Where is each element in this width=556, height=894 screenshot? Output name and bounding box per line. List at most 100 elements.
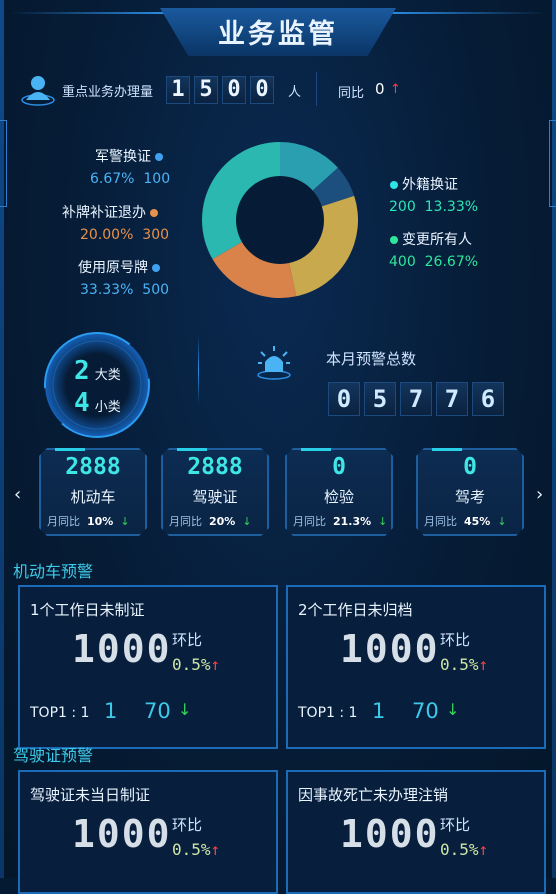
card-foot-label: 月同比 — [169, 515, 202, 528]
alarm-digit: 0 — [328, 382, 360, 416]
monthly-alarm-label: 本月预警总数 — [326, 350, 417, 368]
left-edge — [0, 0, 4, 878]
legend-label: 补牌补证退办 — [62, 205, 146, 221]
card-foot-label: 月同比 — [424, 515, 457, 528]
card-foot-value: 10% — [87, 515, 114, 528]
ring-divider — [198, 335, 199, 405]
legend-value: 300 — [142, 227, 170, 243]
card-exam[interactable]: 0 驾考 月同比 45% ↓ — [416, 448, 524, 536]
legend-dot — [152, 264, 160, 272]
card-accent — [55, 448, 85, 451]
panel-top-label: TOP1 : 1 — [298, 705, 358, 721]
title-banner: 业务监管 — [10, 0, 546, 58]
legend-percent: 33.33% — [80, 282, 134, 298]
card-footer: 月同比 10% ↓ — [47, 513, 130, 529]
legend-values: 6.67% 100 — [90, 171, 170, 187]
right-notch — [549, 120, 556, 207]
yoy-label: 同比 — [338, 86, 365, 101]
user-icon — [21, 76, 55, 106]
legend-value: 200 — [389, 199, 416, 215]
card-value: 0 — [332, 454, 346, 480]
chevron-left-icon[interactable]: ‹ — [14, 484, 22, 505]
card-foot-value: 20% — [209, 515, 236, 528]
panel-value: 1000 — [340, 627, 440, 671]
key-business-label: 重点业务办理量 — [62, 85, 154, 100]
legend-values: 400 26.67% — [389, 254, 478, 270]
legend-label: 使用原号牌 — [78, 260, 148, 276]
category-ring — [44, 332, 150, 438]
panel-title: 因事故死亡未办理注销 — [298, 786, 449, 804]
panel-mom-label: 环比 — [440, 631, 471, 649]
warning-panel[interactable]: 1个工作日未制证 1000 环比 0.5%↑ TOP1 : 1 1 70 ↓ — [18, 585, 278, 749]
card-footer: 月同比 20% ↓ — [169, 513, 252, 529]
panel-mom: 0.5%↑ — [440, 840, 488, 859]
yoy-value: 0 — [375, 80, 385, 98]
legend-percent: 26.67% — [424, 254, 479, 270]
panel-top-v1: 1 — [372, 699, 386, 723]
panel-mom-value: 0.5% — [172, 655, 211, 674]
card-inspection[interactable]: 0 检验 月同比 21.3% ↓ — [285, 448, 393, 536]
arrow-down-icon: ↓ — [378, 515, 388, 528]
warning-panel[interactable]: 因事故死亡未办理注销 1000 环比 0.5%↑ — [286, 770, 546, 894]
card-accent — [301, 448, 331, 451]
arrow-down-icon: ↓ — [178, 700, 192, 719]
card-label: 驾驶证 — [192, 488, 238, 506]
panel-title: 驾驶证未当日制证 — [30, 786, 151, 804]
legend-label: 军警换证 — [95, 149, 151, 165]
card-accent — [432, 448, 462, 451]
panel-value: 1000 — [72, 812, 172, 856]
legend-label: 变更所有人 — [402, 232, 472, 248]
legend-item: 使用原号牌 — [78, 257, 164, 277]
legend-dot — [390, 236, 398, 244]
card-accent — [177, 448, 207, 451]
page-title: 业务监管 — [218, 19, 338, 50]
card-footer: 月同比 21.3% ↓ — [293, 513, 387, 529]
legend-dot — [390, 181, 398, 189]
arrow-up-icon: ↑ — [390, 82, 401, 97]
panel-value: 1000 — [72, 627, 172, 671]
counter-digit: 1 — [166, 76, 190, 104]
arrow-down-icon: ↓ — [446, 700, 460, 719]
panel-mom-label: 环比 — [172, 631, 203, 649]
chevron-right-icon[interactable]: › — [536, 484, 544, 505]
vehicle-warning-title: 机动车预警 — [13, 562, 94, 581]
business-donut-chart — [202, 142, 358, 298]
panel-mom-value: 0.5% — [172, 840, 211, 859]
alarm-digit: 6 — [472, 382, 504, 416]
minor-count: 4 — [74, 388, 90, 418]
card-label: 机动车 — [70, 488, 116, 506]
card-vehicle[interactable]: 2888 机动车 月同比 10% ↓ — [39, 448, 147, 536]
legend-value: 500 — [142, 282, 170, 298]
alarm-icon — [257, 346, 291, 380]
legend-values: 20.00% 300 — [80, 227, 169, 243]
arrow-down-icon: ↓ — [120, 515, 130, 528]
panel-mom-label: 环比 — [172, 816, 203, 834]
legend-item: 外籍换证 — [386, 174, 458, 194]
card-label: 驾考 — [454, 488, 485, 506]
counter-digit: 0 — [250, 76, 274, 104]
major-category: 2 大类 — [74, 356, 121, 386]
panel-title: 1个工作日未制证 — [30, 601, 145, 619]
panel-mom: 0.5%↑ — [172, 655, 220, 674]
panel-mom: 0.5%↑ — [440, 655, 488, 674]
legend-dot — [150, 209, 158, 217]
minor-category: 4 小类 — [74, 388, 121, 418]
card-foot-label: 月同比 — [293, 515, 326, 528]
legend-item: 补牌补证退办 — [62, 202, 162, 222]
card-license[interactable]: 2888 驾驶证 月同比 20% ↓ — [161, 448, 269, 536]
warning-panel[interactable]: 2个工作日未归档 1000 环比 0.5%↑ TOP1 : 1 1 70 ↓ — [286, 585, 546, 749]
counter-digit: 0 — [222, 76, 246, 104]
arrow-up-icon: ↑ — [210, 655, 221, 674]
legend-values: 200 13.33% — [389, 199, 478, 215]
legend-values: 33.33% 500 — [80, 282, 169, 298]
warning-panel[interactable]: 驾驶证未当日制证 1000 环比 0.5%↑ — [18, 770, 278, 894]
monthly-alarm-counter: 0 5 7 7 6 — [328, 382, 504, 416]
panel-top-v2: 70 — [144, 699, 171, 723]
panel-top-v2: 70 — [412, 699, 439, 723]
legend-value: 400 — [389, 254, 416, 270]
alarm-digit: 7 — [400, 382, 432, 416]
license-warning-title: 驾驶证预警 — [13, 746, 94, 765]
legend-label: 外籍换证 — [402, 177, 458, 193]
key-business-counter: 1 5 0 0 — [166, 76, 274, 104]
card-value: 2888 — [187, 454, 243, 480]
